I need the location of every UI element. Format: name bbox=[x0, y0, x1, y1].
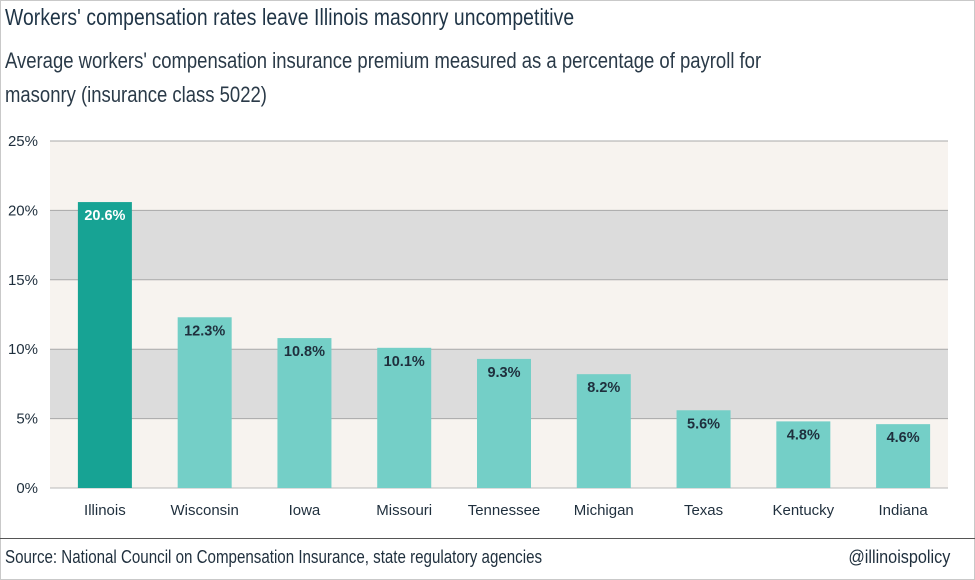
x-tick-label: Missouri bbox=[376, 502, 432, 519]
bar bbox=[377, 347, 432, 488]
x-tick-label: Indiana bbox=[879, 502, 929, 519]
bar-value-label: 9.3% bbox=[487, 365, 520, 381]
bar-value-label: 5.6% bbox=[687, 416, 720, 432]
y-tick-label: 0% bbox=[16, 480, 38, 497]
bar-chart: 0% 5% 10% 15% 20% 25% 20.6% Illinois 12.3% Wiscon… bbox=[8, 133, 948, 519]
bar bbox=[277, 338, 332, 488]
x-tick-label: Wisconsin bbox=[170, 502, 238, 519]
x-tick-label: Michigan bbox=[574, 502, 634, 519]
bar bbox=[576, 374, 631, 488]
source-note: Source: National Council on Compensation… bbox=[5, 547, 543, 567]
bar-value-label: 12.3% bbox=[184, 323, 225, 339]
twitter-handle: @illinoispolicy bbox=[848, 547, 950, 567]
grid-band bbox=[50, 141, 948, 211]
bar-value-label: 8.2% bbox=[587, 380, 620, 396]
x-tick-label: Illinois bbox=[84, 502, 126, 519]
bar bbox=[177, 317, 232, 488]
bar-value-label: 10.1% bbox=[384, 354, 425, 370]
bar-value-label: 4.6% bbox=[887, 430, 920, 446]
chart-subtitle-line-1: Average workers' compensation insurance … bbox=[5, 48, 762, 73]
bar bbox=[676, 410, 731, 488]
bar bbox=[776, 421, 831, 488]
x-tick-label: Kentucky bbox=[772, 502, 834, 519]
bar bbox=[77, 202, 132, 488]
bar-value-label: 10.8% bbox=[284, 344, 325, 360]
y-tick-label: 5% bbox=[16, 411, 38, 428]
bar bbox=[477, 358, 531, 488]
footer-divider bbox=[0, 538, 975, 539]
bar bbox=[876, 424, 931, 488]
grid-band bbox=[50, 210, 948, 280]
chart-title: Workers' compensation rates leave Illino… bbox=[5, 4, 575, 30]
y-tick-label: 25% bbox=[8, 133, 38, 150]
y-tick-label: 10% bbox=[8, 341, 38, 358]
x-tick-label: Texas bbox=[684, 502, 723, 519]
bar-value-label: 4.8% bbox=[787, 427, 820, 443]
x-tick-label: Iowa bbox=[289, 502, 321, 519]
chart-subtitle-line-2: masonry (insurance class 5022) bbox=[5, 82, 267, 107]
chart-subtitle: Average workers' compensation insurance … bbox=[5, 44, 965, 112]
y-tick-label: 20% bbox=[8, 202, 38, 219]
x-tick-label: Tennessee bbox=[468, 502, 541, 519]
y-tick-label: 15% bbox=[8, 272, 38, 289]
bar-value-label: 20.6% bbox=[84, 208, 125, 224]
